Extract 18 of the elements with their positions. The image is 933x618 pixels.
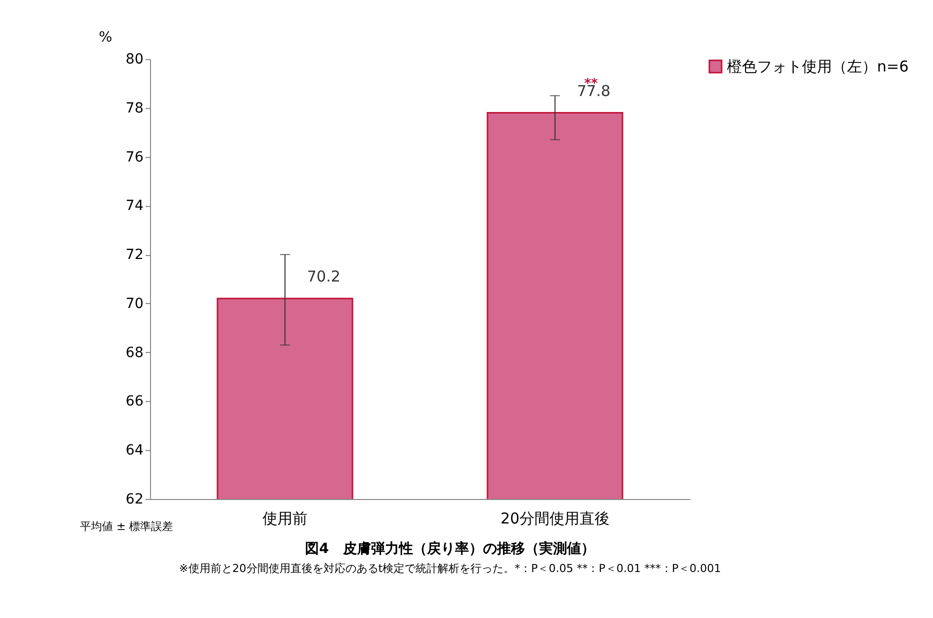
y-tick-label: 68	[126, 344, 144, 361]
y-tick-label: 62	[126, 492, 144, 508]
text: 平均値 ± 標準誤差	[80, 520, 174, 533]
y-tick-label: 72	[126, 247, 144, 264]
x-tick-label: 使用前	[262, 510, 308, 528]
x-tick-label: 20分間使用直後	[500, 510, 610, 528]
y-tick-label: 64	[126, 442, 144, 459]
text: ※使用前と20分間使用直後を対応のあるt検定で統計解析を行った。*：P＜0.05 **：P＜0.01 ***：P＜0.001	[179, 562, 721, 575]
y-tick-label: 76	[126, 149, 144, 166]
text: 図4 皮膚弾力性（戻り率）の推移（実測値）	[305, 540, 595, 557]
legend-label: 橙色フォト使用（左）n=6	[727, 58, 909, 76]
y-tick-label: 74	[126, 198, 144, 214]
y-tick-label: 78	[126, 100, 144, 116]
y-tick-label: 80	[126, 52, 144, 68]
y-tick-label: 66	[126, 394, 144, 410]
y-axis-title: %	[98, 30, 112, 46]
y-tick-label: 70	[126, 296, 144, 312]
data-label: 70.2	[307, 268, 340, 286]
